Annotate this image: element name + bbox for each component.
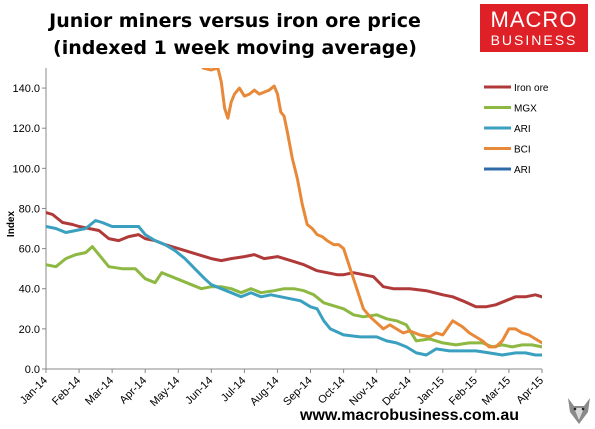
- legend-label: ARI: [514, 165, 531, 176]
- x-tick-label: Mar-15: [480, 375, 513, 408]
- y-tick-label: 120.0: [12, 123, 40, 135]
- legend-label: MGX: [514, 104, 537, 115]
- chart-axes: 0.0 20.0 40.0 60.0 80.0 100.0 120.0 140.0 Jan-14…: [6, 68, 546, 409]
- chart-title-line1: Junior miners versus iron ore price: [49, 10, 421, 32]
- x-tick-label: May-14: [148, 375, 182, 409]
- brand-logo: MACRO BUSINESS: [480, 4, 588, 52]
- x-tick-label: Feb-15: [447, 375, 480, 408]
- y-tick-label: 0.0: [25, 364, 40, 376]
- chart-series: [46, 68, 542, 357]
- legend-label: Iron ore: [514, 83, 549, 94]
- x-tick-label: Feb-14: [50, 375, 83, 408]
- y-tick-label: 20.0: [19, 324, 40, 336]
- y-tick-label: 80.0: [19, 203, 40, 215]
- x-tick-label: Jan-14: [18, 375, 50, 407]
- chart-title-line2: (indexed 1 week moving average): [53, 37, 417, 59]
- y-axis-label: Index: [6, 211, 17, 238]
- series-line-1: [46, 245, 542, 349]
- footer-url: www.macrobusiness.com.au: [300, 407, 520, 424]
- x-tick-label: Apr-14: [117, 375, 149, 407]
- x-tick-label: Jun-14: [183, 375, 215, 407]
- logo-line1: MACRO: [490, 7, 578, 32]
- logo-line2: BUSINESS: [490, 32, 578, 48]
- chart-legend: Iron ore MGX ARI BCI ARI: [484, 83, 549, 176]
- series-line-3: [201, 68, 542, 349]
- series-line-2: [46, 219, 542, 357]
- series-line-0: [46, 211, 542, 309]
- x-tick-label: Oct-14: [316, 375, 348, 407]
- x-tick-label: Mar-14: [83, 375, 116, 408]
- fox-mascot-icon: [568, 398, 590, 424]
- x-tick-label: Jul-14: [219, 375, 249, 405]
- legend-label: ARI: [514, 124, 531, 135]
- x-tick-label: Sep-14: [281, 375, 315, 409]
- x-tick-label: Apr-15: [514, 375, 546, 407]
- chart-title: Junior miners versus iron ore price (ind…: [0, 8, 470, 62]
- x-tick-label: Dec-14: [380, 375, 414, 409]
- x-tick-label: Nov-14: [347, 375, 381, 409]
- y-tick-label: 100.0: [12, 163, 40, 175]
- y-tick-label: 60.0: [19, 244, 40, 256]
- x-tick-label: Aug-14: [248, 375, 282, 409]
- y-tick-label: 40.0: [19, 284, 40, 296]
- legend-label: BCI: [514, 145, 531, 156]
- x-tick-label: Jan-15: [415, 375, 447, 407]
- y-tick-label: 140.0: [12, 83, 40, 95]
